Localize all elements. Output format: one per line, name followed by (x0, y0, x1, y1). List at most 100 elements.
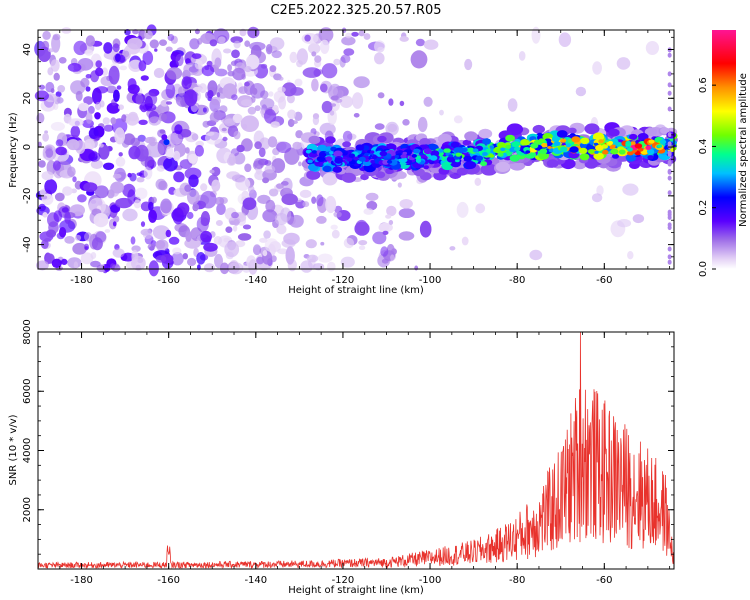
noise-blob (187, 189, 200, 205)
ridge-blob (387, 160, 393, 164)
noise-blob (140, 75, 149, 81)
snr-x-label: Height of straight line (km) (288, 585, 424, 596)
noise-blob (98, 143, 104, 148)
noise-blob (95, 86, 109, 94)
noise-blob (667, 214, 672, 220)
ridge-blob (364, 152, 369, 157)
noise-blob (340, 256, 355, 268)
ridge-blob (592, 132, 605, 141)
noise-blob (130, 137, 140, 147)
ridge-blob (475, 155, 484, 161)
ridge-blob (401, 157, 408, 163)
noise-blob (184, 89, 198, 107)
ridge-blob (322, 165, 332, 172)
x-tick-label: -80 (509, 575, 525, 586)
ridge-blob (455, 159, 460, 163)
ridge-blob (607, 140, 614, 145)
ridge-blob (648, 139, 655, 144)
noise-blob (148, 209, 158, 223)
ridge-blob (485, 148, 491, 153)
noise-blob (667, 71, 672, 77)
noise-blob (311, 51, 317, 57)
noise-blob (54, 192, 65, 202)
noise-blob (667, 225, 672, 231)
ridge-blob (311, 150, 317, 154)
ridge-blob (450, 141, 460, 149)
noise-blob (277, 86, 286, 93)
noise-blob (333, 211, 342, 218)
ridge-blob (530, 143, 539, 149)
ridge-blob (556, 130, 568, 138)
noise-blob (317, 253, 333, 263)
noise-blob (95, 60, 102, 68)
ridge-blob (400, 154, 407, 159)
spectrogram-x-label: Height of straight line (km) (288, 285, 424, 296)
noise-blob (378, 222, 393, 233)
noise-blob (168, 236, 180, 245)
ridge-blob (584, 159, 598, 169)
ridge-blob (579, 143, 587, 149)
ridge-blob (464, 131, 478, 141)
chart-title: C2E5.2022.325.20.57.R05 (270, 3, 441, 18)
noise-blob (131, 255, 146, 271)
ridge-blob (489, 145, 495, 149)
noise-blob (304, 34, 311, 42)
noise-blob (667, 259, 672, 265)
noise-blob (355, 219, 368, 234)
ridge-blob (342, 152, 348, 156)
noise-blob (667, 132, 672, 138)
noise-blob (322, 172, 338, 186)
ridge-blob (355, 144, 365, 151)
noise-blob (201, 65, 215, 77)
noise-blob (85, 35, 96, 47)
noise-blob (211, 179, 221, 192)
noise-blob (231, 174, 246, 183)
ridge-blob (325, 156, 333, 162)
colorbar-tick-label: 0.4 (698, 138, 709, 154)
noise-blob (72, 176, 77, 183)
noise-blob (289, 51, 298, 64)
noise-blob (632, 214, 645, 224)
noise-blob (667, 190, 672, 196)
noise-blob (327, 261, 336, 272)
noise-blob (148, 116, 162, 126)
noise-blob (94, 185, 109, 199)
noise-blob (133, 199, 142, 209)
ridge-blob (430, 150, 440, 157)
ridge-blob (571, 136, 581, 143)
noise-blob (374, 52, 385, 65)
noise-blob (196, 216, 209, 233)
ridge-blob (644, 127, 658, 137)
ridge-blob (539, 148, 548, 154)
noise-blob (55, 139, 64, 147)
noise-blob (296, 60, 303, 68)
ridge-blob (627, 150, 634, 156)
noise-blob (264, 165, 276, 174)
noise-blob (64, 236, 75, 244)
noise-blob (155, 240, 166, 249)
noise-blob (302, 201, 310, 208)
ridge-blob (553, 141, 561, 147)
x-tick-label: -80 (509, 275, 525, 286)
noise-blob (62, 186, 73, 196)
noise-blob (165, 229, 172, 238)
noise-blob (203, 263, 215, 273)
ridge-blob (317, 144, 328, 152)
noise-blob (205, 131, 223, 145)
noise-blob (388, 98, 394, 106)
noise-blob (340, 54, 351, 63)
noise-blob (283, 232, 300, 245)
noise-blob (363, 208, 374, 215)
noise-blob (343, 237, 355, 249)
ridge-blob (495, 161, 511, 172)
ridge-blob (332, 166, 342, 173)
noise-blob (172, 207, 184, 225)
noise-blob (276, 183, 284, 189)
noise-blob (93, 213, 109, 228)
ridge-blob (525, 150, 531, 154)
noise-blob (191, 133, 199, 141)
noise-blob (53, 210, 63, 222)
ridge-blob (560, 138, 567, 143)
noise-blob (372, 231, 387, 245)
noise-blob (339, 95, 354, 109)
